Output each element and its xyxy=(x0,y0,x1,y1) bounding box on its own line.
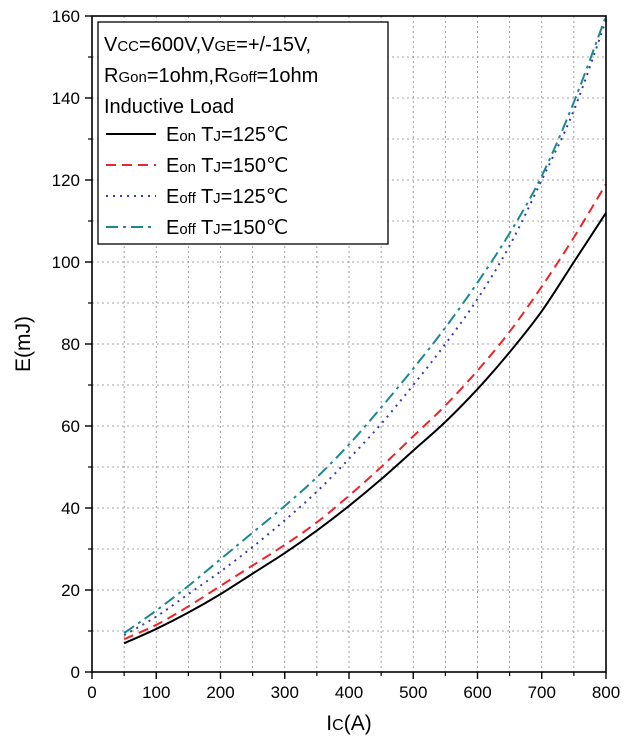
y-tick-label: 20 xyxy=(61,581,80,600)
legend-condition-line-part: V xyxy=(201,34,215,56)
x-axis-label-main: I xyxy=(326,712,332,735)
x-axis-label-subscript: C xyxy=(332,717,344,734)
y-tick-label: 0 xyxy=(71,663,80,682)
y-tick-label: 120 xyxy=(52,171,80,190)
legend-entry-2-part: T xyxy=(196,186,213,208)
legend-entry-3-part: J xyxy=(213,221,221,238)
legend-entry-1-part: J xyxy=(213,159,221,176)
y-tick-label: 140 xyxy=(52,89,80,108)
y-axis-label: E(mJ) xyxy=(12,316,35,372)
y-tick-label: 160 xyxy=(52,7,80,26)
legend-entry-1-part: T xyxy=(196,155,213,177)
legend-condition-line-part: GE xyxy=(214,38,236,55)
legend-condition-line-part: R xyxy=(214,65,228,87)
legend-entry-0-part: on xyxy=(179,128,196,145)
y-tick-label: 100 xyxy=(52,253,80,272)
legend-condition-line-part: Gon xyxy=(118,69,146,86)
legend-entry-0-part: J xyxy=(213,128,221,145)
y-tick-label: 60 xyxy=(61,417,80,436)
legend-entry-2-part: E xyxy=(166,186,179,208)
legend-condition-line: Inductive Load xyxy=(104,96,234,118)
series-lines xyxy=(123,15,607,645)
x-tick-label: 600 xyxy=(463,683,491,702)
legend-condition-line-part: V xyxy=(104,34,118,56)
series-line-0 xyxy=(123,212,607,645)
legend-condition-line-part: =1ohm xyxy=(257,65,319,87)
legend-entry-1: Eon TJ=150℃ xyxy=(166,155,288,177)
series-line-2 xyxy=(123,19,607,636)
x-tick-label: 0 xyxy=(87,683,96,702)
legend-entry-3-part: T xyxy=(196,217,213,239)
x-tick-label: 800 xyxy=(592,683,620,702)
legend-entry-3-part: off xyxy=(179,221,196,238)
legend-condition-line-part: R xyxy=(104,65,118,87)
series-line-1 xyxy=(123,183,607,641)
legend-condition-line-part: =+/-15V, xyxy=(236,34,311,56)
x-tick-label: 700 xyxy=(528,683,556,702)
y-tick-label: 80 xyxy=(61,335,80,354)
legend-entry-2-part: off xyxy=(179,190,196,207)
x-tick-label: 200 xyxy=(206,683,234,702)
tick-labels: 0 100 200 300 400 500 600 700 800 0 20 40 60 80 100 120… xyxy=(52,7,621,702)
legend-entry-0-part: T xyxy=(196,124,213,146)
legend-entry-3: Eoff TJ=150℃ xyxy=(166,217,288,239)
legend-entry-3-part: E xyxy=(166,217,179,239)
legend-entry-1-part: on xyxy=(179,159,196,176)
x-tick-label: 400 xyxy=(335,683,363,702)
series-line-3 xyxy=(123,15,607,634)
legend-entry-2-part: =125℃ xyxy=(221,186,289,208)
legend-condition-line-part: =1ohm, xyxy=(147,65,214,87)
legend-entry-2: Eoff TJ=125℃ xyxy=(166,186,288,208)
legend-entry-2-part: J xyxy=(213,190,221,207)
legend: VCC=600V,VGE=+/-15V,RGon=1ohm,RGoff=1ohm… xyxy=(97,21,389,245)
legend-condition-line-part: Goff xyxy=(229,69,258,86)
legend-condition-line: RGon=1ohm,RGoff=1ohm xyxy=(104,65,318,87)
legend-entry-0: Eon TJ=125℃ xyxy=(166,124,288,146)
x-axis-label-unit: (A) xyxy=(344,712,372,735)
legend-entry-0-part: E xyxy=(166,124,179,146)
x-tick-label: 500 xyxy=(399,683,427,702)
legend-entry-1-part: E xyxy=(166,155,179,177)
axis-ticks xyxy=(85,15,607,679)
legend-condition-line: VCC=600V,VGE=+/-15V, xyxy=(104,34,311,56)
x-axis-label: IC(A) xyxy=(326,712,371,735)
legend-entry-0-part: =125℃ xyxy=(221,124,289,146)
legend-entry-3-part: =150℃ xyxy=(221,217,289,239)
legend-entry-1-part: =150℃ xyxy=(221,155,289,177)
y-tick-label: 40 xyxy=(61,499,80,518)
x-tick-label: 300 xyxy=(271,683,299,702)
legend-condition-line-part: Inductive Load xyxy=(104,96,234,118)
legend-condition-line-part: =600V, xyxy=(139,34,201,56)
x-tick-label: 100 xyxy=(142,683,170,702)
legend-condition-line-part: CC xyxy=(117,38,139,55)
